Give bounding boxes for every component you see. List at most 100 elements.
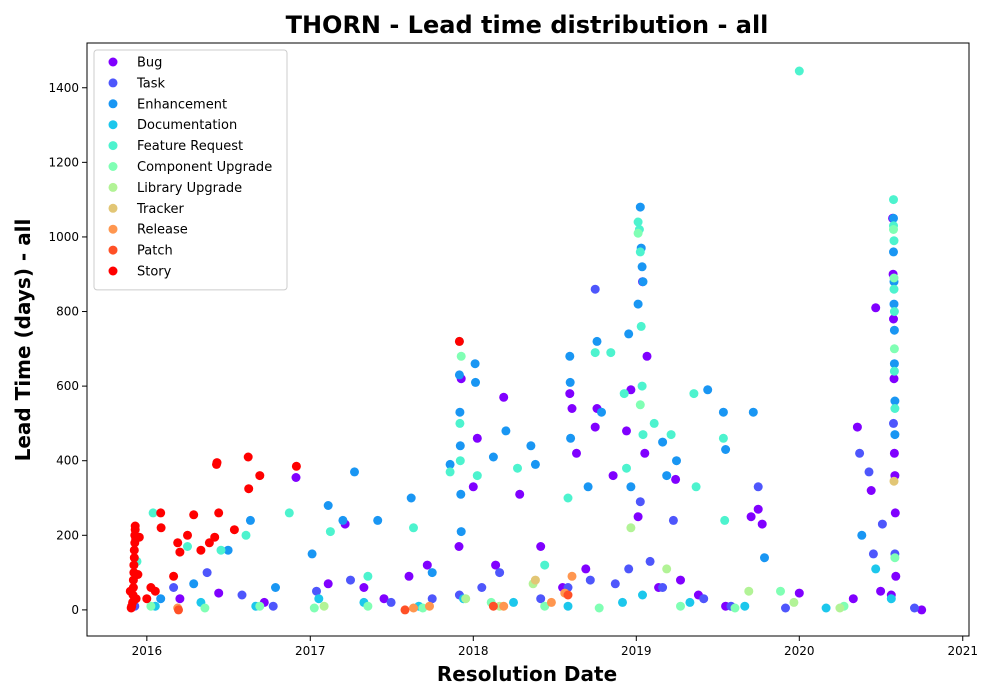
data-point [649, 418, 659, 428]
x-tick-label: 2021 [947, 644, 978, 658]
data-point [468, 482, 478, 492]
data-point [622, 426, 631, 436]
data-point [889, 195, 898, 205]
data-point [312, 586, 321, 596]
data-point [635, 497, 645, 507]
data-point [363, 601, 373, 611]
data-point [540, 601, 550, 611]
data-point [309, 603, 319, 613]
legend-label: Feature Request [137, 139, 243, 154]
data-point [255, 471, 265, 481]
legend-label: Bug [137, 56, 162, 71]
series-bug [175, 213, 927, 615]
data-point [857, 530, 867, 540]
data-point [175, 547, 185, 557]
data-point [581, 564, 591, 574]
data-point [563, 601, 573, 611]
data-point [889, 325, 899, 335]
data-point [499, 392, 509, 402]
data-point [454, 542, 464, 551]
data-point [889, 213, 898, 223]
data-point [540, 560, 550, 570]
data-point [671, 474, 681, 484]
data-point [133, 570, 143, 579]
data-point [610, 579, 620, 589]
data-point [890, 430, 900, 440]
data-point [658, 583, 668, 592]
series-release [173, 571, 577, 613]
data-point [890, 553, 900, 563]
data-point [592, 336, 602, 346]
legend-label: Task [136, 76, 166, 91]
data-point [488, 452, 498, 462]
data-point [889, 247, 898, 257]
data-point [890, 508, 900, 518]
data-point [268, 601, 278, 611]
data-point [594, 603, 604, 613]
legend-marker [108, 141, 118, 151]
data-point [640, 448, 650, 458]
data-point [456, 351, 466, 361]
data-point [536, 594, 546, 604]
data-point [848, 594, 858, 604]
series-feature-request [132, 66, 900, 581]
data-point [572, 448, 581, 458]
legend-label: Documentation [137, 118, 237, 133]
data-point [509, 597, 518, 607]
data-point [864, 467, 874, 477]
data-point [748, 407, 758, 417]
data-point [427, 568, 437, 578]
x-axis-title: Resolution Date [437, 662, 617, 686]
data-point [567, 404, 577, 413]
data-point [454, 370, 464, 380]
data-point [129, 553, 139, 563]
data-point [890, 404, 900, 413]
data-point [889, 299, 899, 309]
legend-marker [108, 182, 118, 192]
data-point [477, 583, 487, 592]
data-point [323, 501, 333, 510]
data-point [638, 430, 648, 440]
data-point [868, 549, 878, 559]
data-point [501, 426, 511, 436]
data-point [183, 530, 192, 540]
data-point [760, 553, 769, 563]
data-point [624, 564, 634, 574]
legend-marker [108, 224, 118, 234]
data-point [781, 603, 790, 613]
data-point [134, 532, 144, 542]
data-point [472, 471, 482, 481]
series-task [130, 284, 919, 613]
data-point [244, 484, 254, 494]
data-point [633, 299, 643, 309]
data-point [565, 389, 575, 399]
data-point [624, 329, 634, 339]
data-point [633, 217, 643, 227]
legend-label: Tracker [136, 202, 185, 217]
data-point [536, 542, 546, 551]
legend-marker [108, 245, 118, 255]
legend-label: Component Upgrade [137, 160, 272, 175]
data-point [910, 603, 919, 613]
data-point [676, 575, 685, 585]
data-point [363, 571, 373, 581]
legend-label: Enhancement [137, 97, 227, 112]
y-tick-label: 1200 [48, 155, 79, 169]
x-tick-label: 2018 [458, 644, 489, 658]
data-point [638, 277, 648, 287]
data-point [169, 583, 179, 592]
data-point [359, 583, 369, 592]
data-point [633, 512, 643, 522]
data-point [636, 321, 646, 331]
data-point [565, 377, 575, 387]
data-point [284, 508, 294, 518]
data-point [461, 594, 471, 604]
data-point [889, 374, 899, 384]
data-point [427, 594, 437, 604]
data-point [635, 400, 645, 410]
points-layer [125, 66, 927, 615]
data-point [608, 471, 618, 481]
data-point [400, 605, 410, 615]
data-point [855, 448, 865, 458]
